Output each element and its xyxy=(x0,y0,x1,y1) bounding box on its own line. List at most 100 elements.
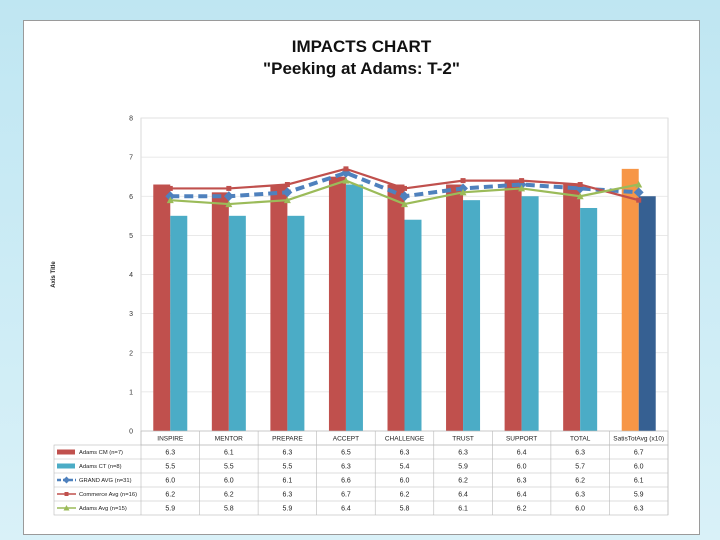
adams-avg-marker xyxy=(283,196,291,204)
chart-card: IMPACTS CHART "Peeking at Adams: T-2" 0 1… xyxy=(23,20,700,535)
data-value-label: 5.9 xyxy=(458,464,468,471)
series-name: GRAND AVG (n=31) xyxy=(79,478,132,484)
commerce-avg-marker xyxy=(577,182,583,188)
data-value-label: 6.2 xyxy=(224,492,234,499)
bar-adams-ct xyxy=(287,215,305,431)
data-value-label: 6.2 xyxy=(517,506,527,513)
bar-adams-cm xyxy=(446,184,464,431)
data-value-label: 6.3 xyxy=(634,506,644,513)
data-value-label: 6.3 xyxy=(575,450,585,457)
data-value-label: 6.2 xyxy=(165,492,175,499)
category-label: SUPPORT xyxy=(506,436,537,443)
bar-adams-cm xyxy=(328,176,346,431)
y-tick-label: 2 xyxy=(129,350,133,357)
data-value-label: 5.7 xyxy=(575,464,585,471)
data-value-label: 6.3 xyxy=(575,492,585,499)
commerce-avg-marker xyxy=(226,185,232,191)
legend-marker xyxy=(64,492,69,496)
data-value-label: 5.5 xyxy=(224,464,234,471)
bar-adams-cm xyxy=(387,184,405,431)
data-value-label: 6.1 xyxy=(634,478,644,485)
y-tick-label: 3 xyxy=(129,311,133,318)
commerce-avg-marker xyxy=(284,182,290,188)
data-value-label: 5.9 xyxy=(283,506,293,513)
data-value-label: 5.8 xyxy=(400,506,410,513)
data-value-label: 5.5 xyxy=(283,464,293,471)
category-label: INSPIRE xyxy=(157,436,184,443)
y-tick-label: 4 xyxy=(129,272,133,279)
adams-avg-marker xyxy=(166,196,174,204)
commerce-avg-marker xyxy=(519,178,525,184)
data-value-label: 6.3 xyxy=(283,450,293,457)
data-value-label: 6.0 xyxy=(575,506,585,513)
y-tick-label: 6 xyxy=(129,194,133,201)
data-value-label: 6.3 xyxy=(458,450,468,457)
data-value-label: 6.7 xyxy=(634,450,644,457)
category-label: ACCEPT xyxy=(333,436,359,443)
data-value-label: 6.4 xyxy=(341,506,351,513)
bar-adams-ct xyxy=(638,196,656,431)
data-value-label: 6.7 xyxy=(341,492,351,499)
grand-avg-marker xyxy=(458,183,469,194)
data-value-label: 6.1 xyxy=(458,506,468,513)
legend-marker xyxy=(62,476,71,484)
data-value-label: 6.4 xyxy=(517,450,527,457)
y-tick-label: 7 xyxy=(129,155,133,162)
adams-avg-marker xyxy=(225,200,233,208)
legend-key xyxy=(57,463,75,469)
category-label: TRUST xyxy=(452,436,474,443)
commerce-avg-marker xyxy=(636,197,642,203)
adams-avg-marker xyxy=(459,188,467,196)
data-value-label: 6.6 xyxy=(341,478,351,485)
data-value-label: 6.3 xyxy=(517,478,527,485)
chart-svg: 0 1 2 3 4 5 6 7 8 Axis Title INSPIRE MENTOR PREPARE A… xyxy=(51,116,669,516)
commerce-avg-marker xyxy=(343,166,349,172)
y-tick-label: 1 xyxy=(129,389,133,396)
category-label: TOTAL xyxy=(570,436,591,443)
data-value-label: 6.3 xyxy=(400,450,410,457)
series-name: Adams CM (n=7) xyxy=(79,450,123,456)
category-label: PREPARE xyxy=(272,436,303,443)
data-value-label: 6.0 xyxy=(165,478,175,485)
category-label: MENTOR xyxy=(215,436,243,443)
y-tick-label: 8 xyxy=(129,116,133,123)
adams-avg-marker xyxy=(342,177,350,184)
y-tick-label: 0 xyxy=(129,429,133,436)
bar-adams-cm xyxy=(270,184,288,431)
bar-adams-ct xyxy=(463,200,481,431)
series-name: Adams CT (n=8) xyxy=(79,464,122,470)
data-value-label: 6.0 xyxy=(224,478,234,485)
bar-adams-cm xyxy=(211,192,229,431)
chart-title: IMPACTS CHART xyxy=(291,37,432,56)
grand-avg-marker xyxy=(399,191,410,202)
data-value-label: 5.8 xyxy=(224,506,234,513)
bar-adams-ct xyxy=(521,196,539,431)
y-tick-label: 5 xyxy=(129,233,133,240)
adams-avg-marker xyxy=(576,192,584,200)
bar-adams-cm xyxy=(621,168,639,432)
bar-adams-cm xyxy=(153,184,171,431)
data-value-label: 6.2 xyxy=(458,478,468,485)
data-value-label: 5.4 xyxy=(400,464,410,471)
legend-key xyxy=(57,449,75,455)
data-value-label: 6.3 xyxy=(341,464,351,471)
data-value-label: 6.3 xyxy=(165,450,175,457)
bar-adams-ct xyxy=(170,215,188,431)
commerce-avg-marker xyxy=(402,185,407,191)
data-value-label: 6.0 xyxy=(634,464,644,471)
data-value-label: 6.0 xyxy=(400,478,410,485)
adams-avg-marker xyxy=(518,184,526,192)
adams-avg-marker xyxy=(635,181,643,188)
data-value-label: 6.0 xyxy=(517,464,527,471)
data-value-label: 6.1 xyxy=(224,450,234,457)
bar-adams-cm xyxy=(563,184,581,431)
data-value-label: 6.3 xyxy=(283,492,293,499)
chart-subtitle: "Peeking at Adams: T-2" xyxy=(263,59,460,78)
series-name: Adams Avg (n=15) xyxy=(79,506,127,512)
adams-avg-marker xyxy=(401,200,408,208)
data-value-label: 5.5 xyxy=(165,464,175,471)
data-value-label: 6.1 xyxy=(283,478,293,485)
commerce-avg-marker xyxy=(167,185,173,191)
category-label: CHALLENGE xyxy=(385,436,425,443)
data-value-label: 6.2 xyxy=(575,478,585,485)
